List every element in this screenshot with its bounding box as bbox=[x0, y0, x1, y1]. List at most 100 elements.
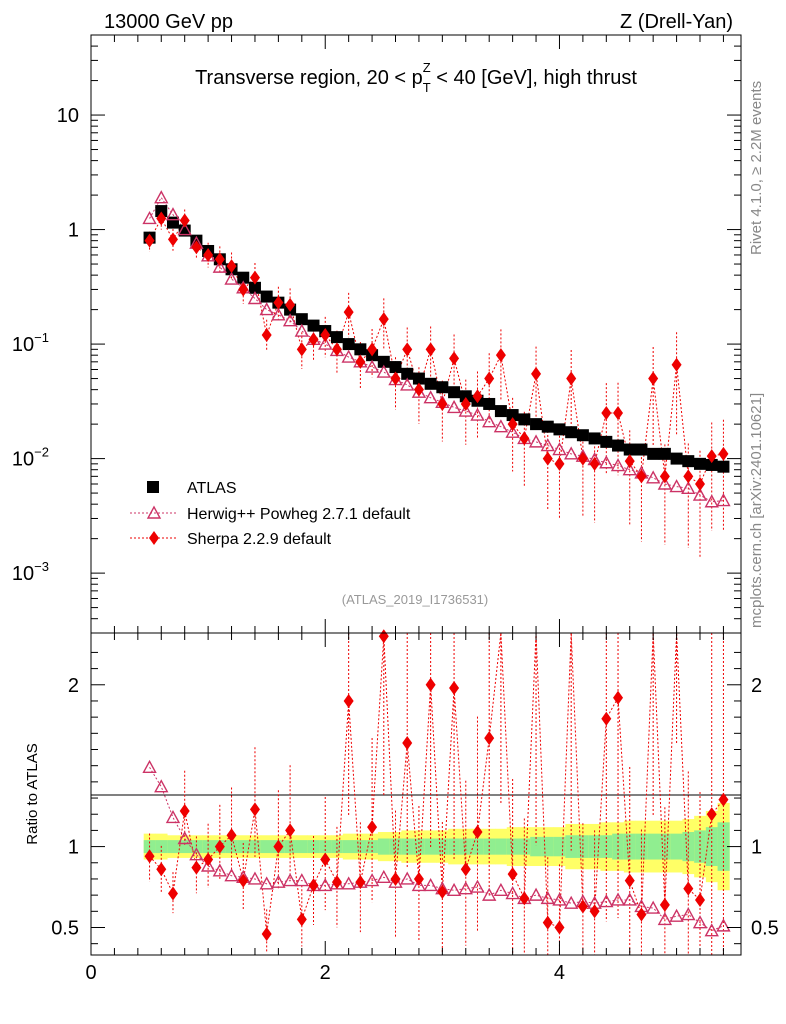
ratio-herwig-point bbox=[692, 915, 708, 929]
ratio-band-inner bbox=[495, 838, 508, 855]
herwig-point bbox=[704, 494, 719, 508]
header-right: Z (Drell-Yan) bbox=[620, 11, 733, 33]
ratio-band-inner bbox=[225, 840, 238, 854]
atlas-point bbox=[612, 439, 625, 452]
sherpa-point bbox=[214, 252, 225, 267]
ratio-band-inner bbox=[506, 838, 519, 855]
mcplots-label: mcplots.cern.ch [arXiv:2401.10621] bbox=[748, 393, 765, 628]
ratio-band-inner bbox=[237, 840, 250, 854]
main-y-tick-label-base: 1 bbox=[68, 220, 79, 242]
sherpa-point bbox=[402, 342, 413, 357]
sherpa-point bbox=[378, 312, 389, 327]
atlas-point bbox=[600, 435, 613, 448]
ratio-herwig-point bbox=[446, 882, 462, 896]
main-y-tick-label-base: 10 bbox=[12, 449, 34, 471]
ratio-herwig-point bbox=[599, 894, 614, 908]
atlas-point bbox=[694, 457, 707, 470]
ratio-band-inner bbox=[331, 840, 344, 854]
ratio-band-inner bbox=[577, 835, 590, 858]
ratio-band-inner bbox=[260, 840, 273, 854]
sherpa-point bbox=[308, 332, 319, 347]
ratio-x-axis: 0 2 4 bbox=[85, 633, 724, 984]
ratio-herwig-point bbox=[552, 892, 567, 906]
sherpa-point bbox=[261, 328, 272, 343]
ratio-sherpa-point bbox=[367, 820, 378, 835]
title-main: Transverse region, 20 < p bbox=[195, 67, 423, 89]
sherpa-point bbox=[203, 247, 214, 262]
title-sub: T bbox=[423, 80, 431, 95]
atlas-point bbox=[307, 319, 320, 332]
ratio-y-tick-label-left: 1 bbox=[68, 837, 79, 859]
herwig-point bbox=[341, 349, 356, 363]
ratio-sherpa-point bbox=[296, 912, 307, 927]
ratio-herwig-point bbox=[212, 863, 228, 877]
atlas-point bbox=[647, 447, 660, 460]
atlas-point bbox=[541, 420, 554, 433]
atlas-point bbox=[377, 355, 390, 368]
sherpa-point bbox=[659, 469, 670, 484]
ratio-y-tick-label-right: 0.5 bbox=[751, 917, 779, 939]
sherpa-point bbox=[285, 297, 296, 312]
ratio-sherpa-point bbox=[413, 871, 424, 886]
ratio-herwig-point bbox=[165, 810, 181, 824]
ratio-sherpa-point bbox=[683, 881, 694, 896]
ratio-sherpa-point bbox=[472, 825, 483, 840]
ratio-series bbox=[142, 629, 731, 955]
ratio-sherpa-point bbox=[343, 693, 354, 708]
ratio-sherpa-point bbox=[484, 731, 495, 746]
herwig-point bbox=[423, 390, 438, 404]
ratio-sherpa-point bbox=[554, 920, 565, 935]
ratio-sherpa-point bbox=[624, 873, 635, 888]
ratio-herwig-point bbox=[564, 895, 579, 909]
ratio-herwig-point bbox=[669, 908, 684, 922]
herwig-point bbox=[645, 470, 661, 484]
main-y-tick-label-base: 10 bbox=[12, 563, 34, 585]
ratio-sherpa-point bbox=[238, 873, 249, 888]
herwig-point bbox=[610, 458, 626, 472]
ratio-band-inner bbox=[377, 838, 391, 855]
atlas-point bbox=[530, 418, 543, 431]
ratio-sherpa-point bbox=[167, 886, 178, 901]
ratio-band-inner bbox=[670, 833, 683, 860]
sherpa-point bbox=[179, 213, 190, 228]
herwig-point bbox=[212, 259, 228, 273]
legend-label-sherpa: Sherpa 2.2.9 default bbox=[187, 531, 332, 548]
herwig-point bbox=[681, 480, 696, 495]
atlas-point bbox=[705, 458, 718, 471]
ratio-sherpa-point bbox=[519, 891, 530, 906]
ratio-sherpa-point bbox=[636, 907, 647, 922]
main-y-tick-label-base: 10 bbox=[12, 334, 34, 356]
ratio-sherpa-point bbox=[226, 828, 237, 843]
ratio-herwig-point bbox=[400, 871, 415, 885]
atlas-point bbox=[401, 367, 414, 380]
ratio-herwig-point bbox=[482, 887, 497, 901]
herwig-point bbox=[599, 455, 614, 469]
ratio-y-tick-label-left: 2 bbox=[68, 675, 79, 697]
ratio-herwig-point bbox=[247, 871, 263, 885]
sherpa-point bbox=[683, 469, 694, 484]
ratio-band-inner bbox=[307, 840, 320, 854]
sherpa-point bbox=[296, 342, 307, 357]
legend-marker-atlas bbox=[147, 481, 159, 493]
herwig-point bbox=[552, 442, 567, 456]
ratio-herwig-point bbox=[622, 892, 637, 906]
ratio-band-inner bbox=[659, 833, 672, 860]
main-y-tick-label-base: 10 bbox=[57, 105, 79, 127]
legend-label-herwig: Herwig++ Powheg 2.7.1 default bbox=[187, 506, 411, 523]
sherpa-point bbox=[613, 406, 624, 421]
sherpa-point bbox=[718, 446, 729, 461]
legend-marker-herwig bbox=[146, 505, 162, 519]
ratio-sherpa-point bbox=[437, 884, 448, 899]
ratio-herwig-point bbox=[458, 881, 473, 895]
ratio-sherpa-point bbox=[542, 915, 553, 930]
ratio-sherpa-point bbox=[355, 875, 366, 890]
herwig-point bbox=[540, 438, 555, 452]
atlas-point bbox=[635, 443, 648, 456]
ratio-herwig-point bbox=[154, 779, 169, 793]
sherpa-point bbox=[273, 295, 284, 310]
sherpa-point bbox=[167, 232, 178, 247]
ratio-band-inner bbox=[541, 836, 555, 857]
sherpa-point bbox=[671, 357, 682, 372]
atlas-point bbox=[518, 413, 531, 426]
